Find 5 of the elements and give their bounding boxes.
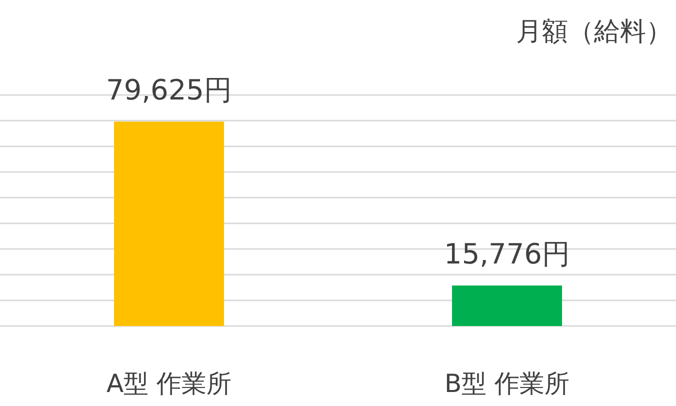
chart-title: 月額（給料） bbox=[516, 17, 672, 47]
x-tick-label: B型 作業所 bbox=[444, 369, 570, 398]
data-label: 79,625円 bbox=[106, 74, 232, 107]
data-label: 15,776円 bbox=[444, 238, 570, 271]
x-tick-label: A型 作業所 bbox=[106, 369, 232, 398]
